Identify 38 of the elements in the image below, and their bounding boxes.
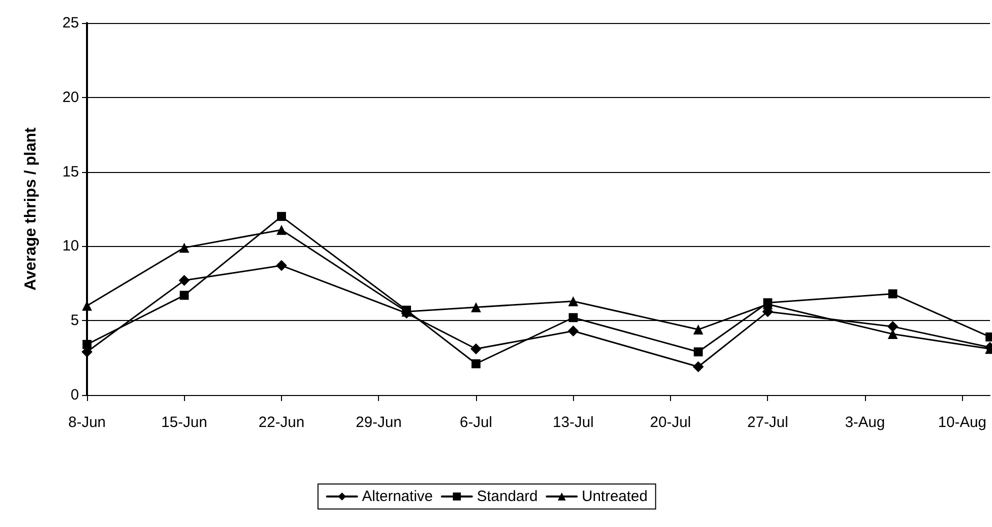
point [178, 274, 190, 286]
point [276, 260, 287, 272]
legend-label: Untreated [582, 488, 648, 505]
point [568, 296, 578, 306]
point [568, 326, 579, 337]
x-tick-label: 29-Jun [356, 414, 402, 431]
x-tick-label: 27-Jul [747, 414, 788, 431]
point [179, 242, 190, 253]
point [470, 302, 481, 312]
x-tick-label: 22-Jun [258, 414, 304, 431]
x-tick-label: 13-Jul [552, 414, 594, 431]
point [568, 313, 578, 322]
x-tick-label: 15-Jun [161, 414, 208, 431]
point [692, 361, 704, 372]
point [887, 321, 898, 332]
y-axis-title: Average thrips / plant [22, 126, 40, 290]
x-tick-label: 20-Jul [650, 414, 691, 431]
point [693, 324, 704, 335]
y-tick-label: 25 [62, 14, 79, 32]
point [180, 290, 189, 300]
y-tick-label: 20 [62, 88, 79, 106]
point [276, 224, 286, 235]
point [276, 212, 286, 221]
point [471, 359, 480, 368]
x-tick-label: 6-Jul [460, 414, 492, 431]
point [82, 340, 92, 349]
y-tick-label: 5 [70, 312, 79, 330]
y-tick-label: 0 [70, 386, 79, 404]
x-tick-label: 8-Jun [68, 414, 106, 431]
legend-label: Alternative [362, 488, 433, 505]
point [470, 343, 482, 354]
point [694, 347, 703, 356]
y-tick-label: 15 [62, 163, 79, 180]
y-tick-label: 10 [62, 238, 79, 255]
legend-label: Standard [476, 488, 538, 505]
x-tick-label: 3-Aug [844, 414, 885, 431]
x-tick-label: 10-Aug [938, 414, 986, 431]
point [888, 289, 898, 298]
